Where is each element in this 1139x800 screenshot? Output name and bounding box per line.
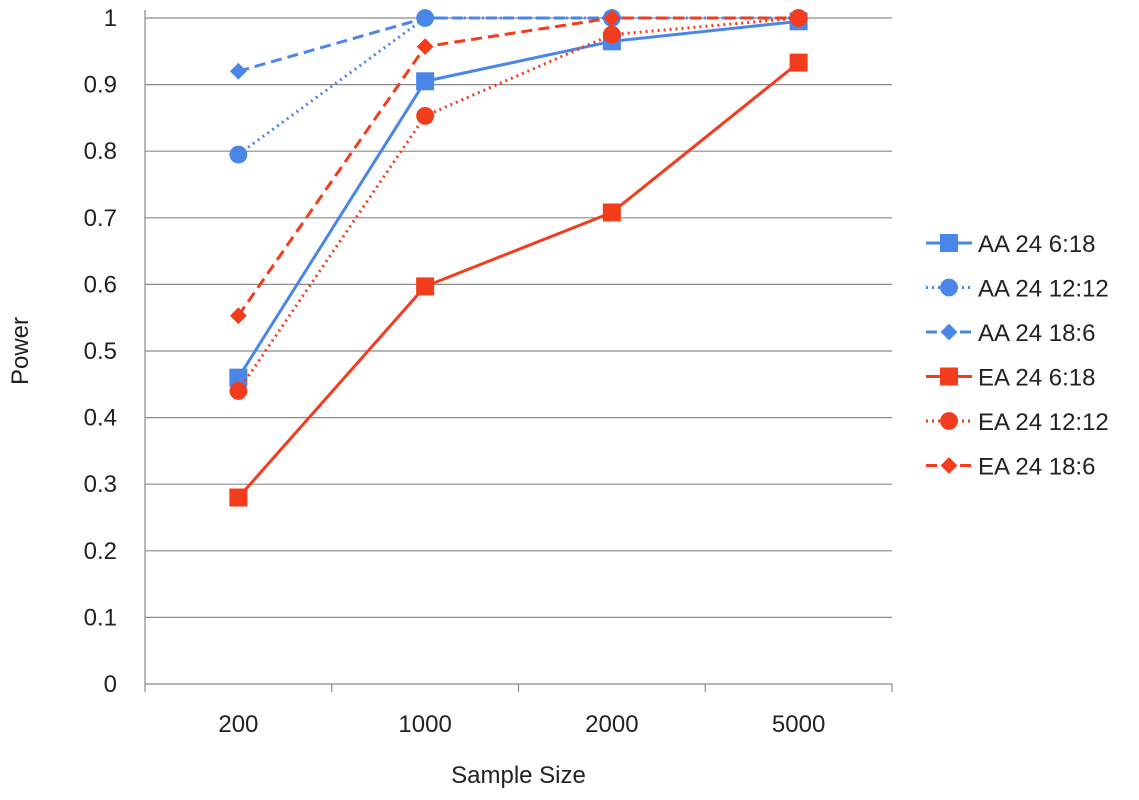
- legend-marker: [940, 457, 958, 474]
- legend-item: EA 24 12:12: [926, 409, 1109, 436]
- axes: [144, 10, 893, 692]
- series-3: [229, 9, 808, 80]
- data-point: [789, 53, 808, 72]
- legend-item: EA 24 18:6: [926, 454, 1095, 481]
- x-tick-labels: 200 1000 2000 5000: [218, 711, 825, 738]
- data-point: [790, 9, 808, 27]
- data-point: [229, 382, 248, 400]
- data-point: [229, 368, 248, 387]
- series-6: [229, 9, 808, 325]
- legend-label: EA 24 18:6: [978, 454, 1095, 481]
- y-tick-label: 0.7: [84, 205, 117, 232]
- legend-marker: [940, 323, 958, 341]
- legend-label: AA 24 6:18: [978, 231, 1095, 258]
- x-tick-label: 2000: [585, 711, 638, 738]
- data-point: [603, 9, 621, 27]
- series-2: [229, 9, 808, 164]
- data-point: [229, 145, 248, 164]
- series-5: [229, 9, 808, 400]
- y-tick-label: 0.1: [84, 604, 117, 631]
- series-4: [229, 53, 808, 507]
- data-point: [602, 25, 621, 44]
- legend-item: EA 24 6:18: [926, 365, 1095, 392]
- legend-marker: [940, 278, 958, 297]
- series-line: [237, 19, 799, 379]
- series-line: [237, 16, 799, 73]
- y-tick-label: 0.6: [84, 271, 117, 298]
- legend-label: EA 24 6:18: [978, 365, 1095, 392]
- legend-item: AA 24 18:6: [926, 320, 1095, 347]
- x-tick-label: 200: [218, 711, 258, 738]
- data-point: [229, 307, 247, 325]
- legend-marker: [940, 367, 958, 386]
- data-point: [229, 488, 248, 507]
- data-point: [229, 62, 247, 80]
- series-line: [237, 16, 799, 317]
- data-point: [416, 277, 435, 296]
- legend-label: EA 24 12:12: [978, 409, 1109, 436]
- x-tick-label: 1000: [398, 711, 451, 738]
- x-tick-label: 5000: [772, 711, 825, 738]
- legend-label: AA 24 12:12: [978, 276, 1109, 303]
- y-tick-label: 1: [104, 5, 117, 32]
- x-axis-label: Sample Size: [451, 762, 586, 789]
- data-point: [416, 38, 434, 56]
- legend-item: AA 24 12:12: [926, 276, 1109, 303]
- y-tick-label: 0.3: [84, 471, 117, 498]
- legend-item: AA 24 6:18: [926, 231, 1095, 258]
- data-point: [416, 72, 435, 91]
- legend-marker: [940, 234, 958, 252]
- y-tick-label: 0: [104, 671, 117, 698]
- gridlines: [145, 17, 892, 619]
- y-tick-label: 0.8: [84, 138, 117, 165]
- y-tick-labels: 0 0.1 0.2 0.3 0.4 0.5 0.6 0.7 0.8 0.9 1: [84, 5, 117, 698]
- y-tick-label: 0.2: [84, 538, 117, 565]
- series-1: [229, 12, 808, 387]
- data-point: [416, 9, 434, 27]
- series-group: [229, 9, 808, 507]
- y-tick-label: 0.4: [84, 405, 117, 432]
- series-line: [237, 61, 800, 499]
- legend-marker: [940, 412, 958, 430]
- series-line: [237, 16, 799, 392]
- y-tick-label: 0.9: [84, 72, 117, 99]
- y-axis-label: Power: [7, 317, 34, 385]
- y-tick-label: 0.5: [84, 338, 117, 365]
- series-line: [237, 16, 799, 156]
- data-point: [416, 106, 435, 125]
- legend: AA 24 6:18 AA 24 12:12 AA 24 18:6 EA 24 6:1…: [926, 231, 1109, 481]
- legend-label: AA 24 18:6: [978, 320, 1095, 347]
- data-point: [602, 203, 621, 222]
